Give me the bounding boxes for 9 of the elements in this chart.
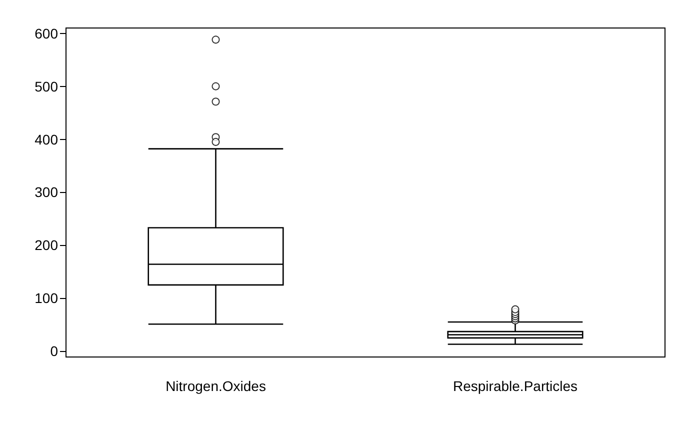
- y-tick-label: 400: [34, 131, 58, 148]
- x-tick-label: Respirable.Particles: [453, 378, 578, 394]
- y-tick-label: 500: [34, 78, 58, 94]
- y-tick-label: 100: [34, 290, 58, 306]
- x-tick-label: Nitrogen.Oxides: [166, 378, 266, 394]
- y-tick-label: 300: [34, 184, 58, 200]
- y-tick-label: 200: [34, 237, 58, 254]
- y-tick-label: 600: [34, 25, 58, 42]
- y-tick-label: 0: [50, 343, 58, 360]
